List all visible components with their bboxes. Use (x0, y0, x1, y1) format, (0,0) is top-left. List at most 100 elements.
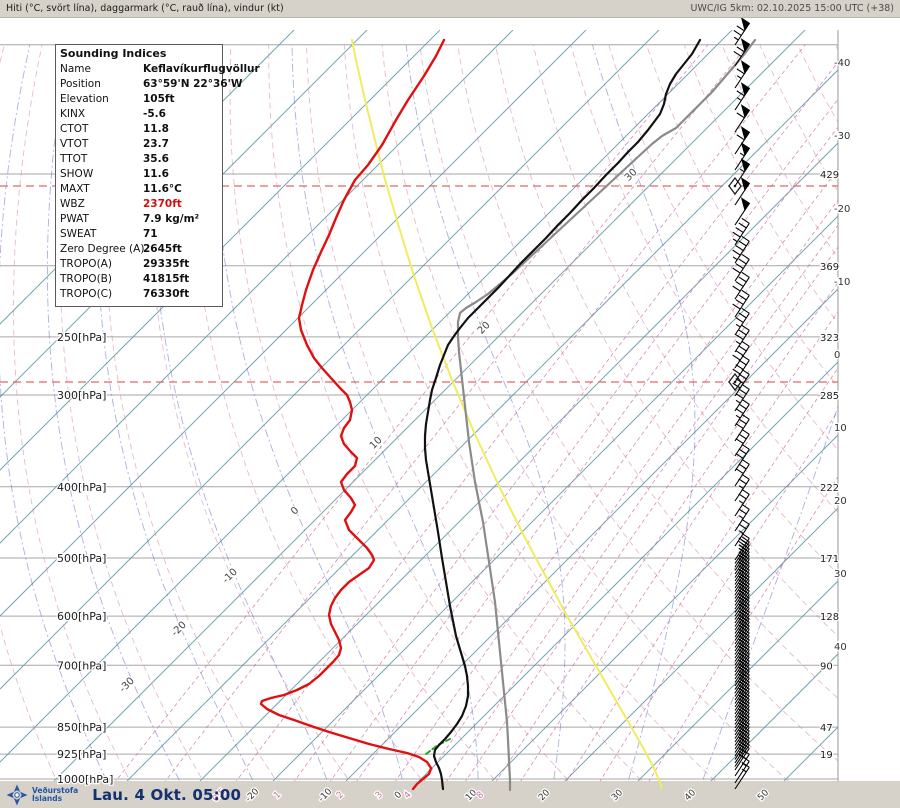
right-temp-label: -10 (834, 277, 850, 288)
wind-barb-full (738, 593, 747, 600)
mixing-ratio-line (423, 199, 838, 781)
wind-barb-half (738, 565, 744, 569)
dry-adiabat-line (797, 44, 838, 124)
wind-barb-full (741, 676, 750, 683)
wind-barb-full (738, 736, 747, 743)
wind-barb-full (741, 627, 750, 634)
isotherm-line (491, 434, 838, 781)
wind-barb-half (738, 726, 744, 730)
mixing-ratio-line (294, 61, 838, 781)
wind-barb-full (738, 645, 747, 652)
height-axis-label: 128 (820, 612, 839, 623)
wind-barb-full (738, 705, 747, 712)
index-label: CTOT (60, 123, 89, 135)
wind-barb-stem (734, 614, 750, 638)
temperature-curve (423, 38, 702, 791)
pressure-axis-label: 600[hPa] (57, 610, 106, 623)
wind-barb-half (738, 628, 744, 632)
indices-row: KINX -5.6 (60, 107, 218, 122)
wind-barb-full (736, 68, 745, 75)
wind-barb-full (741, 532, 750, 539)
height-axis-label: 222 (820, 483, 839, 494)
dry-adiabat-line (834, 44, 838, 51)
dry-adiabat-line (419, 44, 838, 762)
indices-row: CTOT 11.8 (60, 122, 218, 137)
wind-barb-half (738, 551, 744, 555)
wind-barb-half (738, 582, 744, 587)
wind-barb-full (738, 418, 747, 425)
wind-barb-half (738, 670, 744, 674)
wind-barb-stem (734, 590, 750, 613)
inplot-temp-label: 20 (476, 320, 493, 337)
wind-barb-half (738, 530, 744, 534)
wind-barb-full (736, 112, 745, 119)
dry-adiabat-line (646, 44, 838, 388)
wind-barb-stem (734, 276, 750, 300)
wind-barb-full (735, 423, 744, 429)
wind-barb-half (738, 743, 744, 748)
wind-barb-half (738, 747, 744, 751)
wind-barb-full (738, 403, 747, 410)
pressure-axis-label: 500[hPa] (57, 552, 106, 565)
wind-barb-full (738, 708, 747, 715)
indices-row: TROPO(A) 29335ft (60, 257, 218, 272)
wind-barb-full (738, 600, 747, 607)
right-temp-label: -20 (834, 204, 850, 215)
wind-barb-full (738, 610, 747, 617)
index-value: 2645ft (143, 243, 182, 255)
wind-barb-stem (734, 653, 750, 676)
wind-barb-pennant (740, 38, 751, 53)
wind-barb-full (741, 755, 750, 762)
wind-barb-half (738, 673, 744, 678)
wind-barb-full (741, 711, 750, 718)
wind-barb-stem (734, 555, 750, 578)
indices-row: Elevation 105ft (60, 92, 218, 107)
inplot-temp-label: 30 (623, 167, 640, 184)
index-value: 29335ft (143, 258, 190, 270)
wind-barb-full (735, 299, 744, 305)
indices-row: Name Keflavíkurflugvöllur (60, 62, 260, 77)
wind-barb-full (741, 735, 750, 742)
wind-barb-half (738, 666, 744, 671)
inplot-temp-label: 10 (368, 435, 385, 452)
wind-barb-stem (734, 639, 750, 662)
wind-barb-full (741, 623, 750, 630)
mixing-ratio-line (330, 98, 838, 781)
wind-barb-full (738, 656, 747, 663)
wind-barb-stem (734, 691, 750, 715)
wind-barb-full (738, 614, 747, 621)
wind-barb-half (738, 596, 744, 601)
dry-adiabat-line (873, 45, 900, 795)
wind-barb-half (735, 414, 741, 419)
wind-barb-full (741, 571, 750, 578)
wind-barb-full (735, 438, 744, 444)
mixing-ratio-line (356, 126, 838, 781)
mixing-ratio-line (648, 475, 838, 781)
isotherm-line (199, 142, 838, 781)
right-temp-label: 40 (834, 642, 847, 653)
wind-barb-pennant (740, 158, 751, 173)
wind-barb-pennant (740, 177, 751, 192)
wind-barb-stem (734, 607, 750, 631)
wind-barb-stem (734, 147, 750, 171)
wind-barb-full (741, 398, 750, 405)
wind-barb-half (738, 631, 744, 636)
wind-barb-full (738, 694, 747, 701)
wind-barb-full (738, 565, 747, 572)
wind-barb-half (738, 687, 744, 692)
indices-row: WBZ 2370ft (60, 197, 218, 212)
wind-barb-stem (734, 403, 750, 427)
indices-row: TTOT 35.6 (60, 152, 218, 167)
wind-barbs (732, 18, 751, 790)
mixing-ratio-line (495, 281, 838, 781)
moist-adiabat-line (405, 44, 566, 781)
dewpoint-curve (259, 38, 446, 791)
wind-barb-half (738, 624, 744, 629)
wind-barb-stem (734, 635, 750, 659)
wind-barb-pennant (740, 82, 751, 97)
wind-barb-full (741, 289, 750, 296)
wind-barb-full (741, 651, 750, 658)
wind-barb-full (741, 560, 750, 567)
height-axis-label: 323 (820, 333, 839, 344)
wind-barb-full (741, 613, 750, 620)
